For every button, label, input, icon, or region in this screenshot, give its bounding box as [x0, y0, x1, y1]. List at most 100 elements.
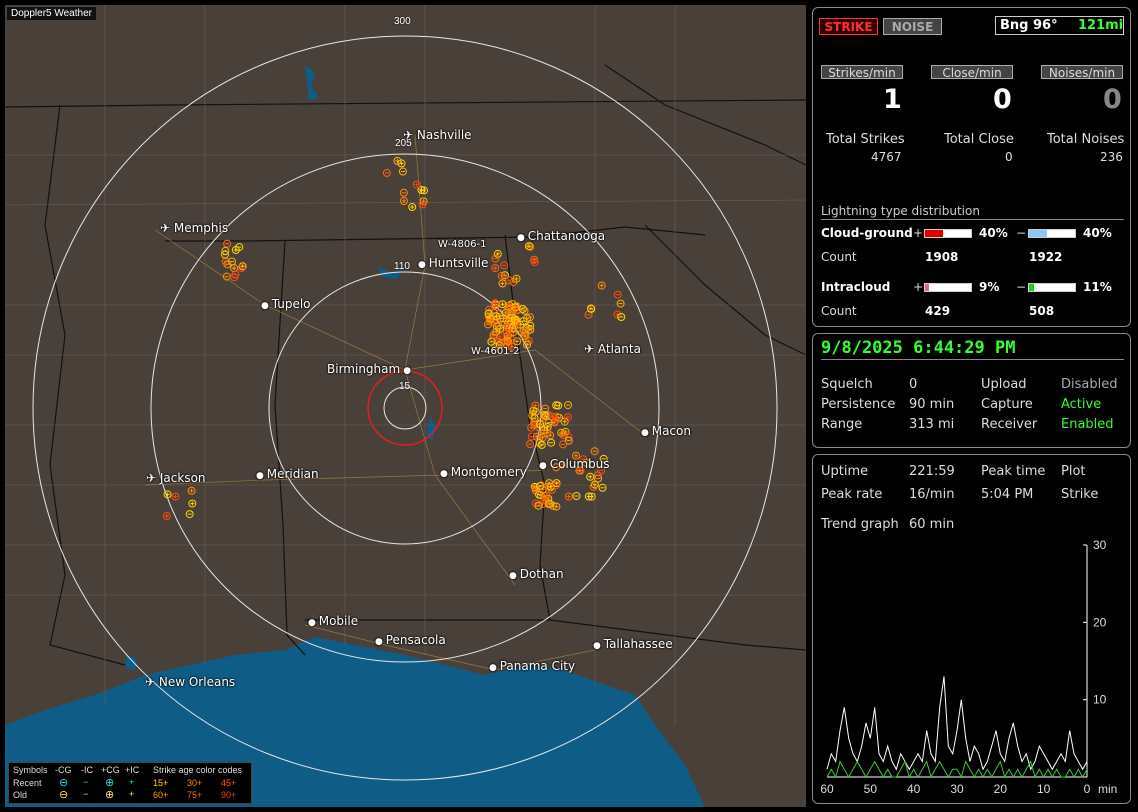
age-75-label: 75+	[187, 790, 203, 800]
city-dot-icon: ●	[593, 641, 604, 651]
strike-marker-sign	[410, 205, 415, 209]
pos-ic-recent-icon: +	[129, 777, 135, 787]
strike-marker	[418, 200, 427, 209]
total-strikes-label: Total Strikes	[826, 132, 905, 147]
strike-marker-sign	[500, 281, 505, 286]
strike-marker	[564, 492, 573, 501]
strike-button[interactable]: STRIKE	[819, 18, 878, 35]
strike-marker	[231, 270, 240, 279]
strikes-per-min-button[interactable]: Strikes/min	[821, 65, 903, 80]
strike-marker	[597, 281, 606, 290]
divider	[821, 219, 1124, 220]
strike-marker	[527, 432, 536, 441]
strike-marker	[420, 186, 428, 195]
trend-chart: 30 20 10 60 50 40 30 20 10 0 min	[820, 538, 1117, 796]
peak-time-label: Peak time	[981, 464, 1046, 479]
squelch-value[interactable]: 0	[909, 377, 918, 392]
strike-marker	[382, 168, 391, 177]
range-value[interactable]: 313 mi	[909, 417, 955, 432]
receiver-label: Receiver	[981, 417, 1038, 432]
city-dot-icon: ●	[403, 366, 412, 376]
strike-marker	[541, 404, 550, 413]
cg-negative-count: 1922	[1029, 250, 1063, 264]
cg-minus-sign: −	[1016, 226, 1027, 240]
lake	[426, 417, 436, 441]
strike-marker	[399, 188, 408, 197]
lightning-map[interactable]: Doppler5 Weather 300 205 110 15 ✈ Nashvi…	[5, 5, 806, 807]
strike-marker	[557, 428, 566, 437]
plot-value[interactable]: Strike	[1061, 487, 1099, 502]
noises-per-min-button[interactable]: Noises/min	[1041, 65, 1123, 80]
strike-marker	[511, 303, 520, 312]
strike-marker-sign	[510, 344, 514, 349]
city-dot-icon: ●	[539, 461, 550, 471]
strike-marker	[512, 274, 521, 283]
strike-marker	[531, 401, 540, 410]
city-nashville: ✈ Nashville	[403, 128, 472, 142]
cloud-ground-label: Cloud-ground	[821, 226, 913, 240]
city-jackson: ✈ Jackson	[146, 471, 206, 485]
strike-marker	[613, 310, 622, 319]
city-name: Memphis	[173, 221, 229, 235]
strike-marker-sign	[499, 273, 504, 278]
strike-marker	[397, 159, 406, 168]
close-per-min-button[interactable]: Close/min	[931, 65, 1013, 80]
distance-value: 121mi	[1078, 18, 1124, 33]
strike-marker	[599, 454, 608, 463]
receiver-value[interactable]: Enabled	[1061, 417, 1114, 432]
trend-x-tick-label: 40	[907, 782, 921, 796]
city-meridian: ● Meridian	[256, 467, 319, 481]
datetime-display: 9/8/2025 6:44:29 PM	[821, 338, 1016, 358]
strike-marker	[558, 460, 566, 469]
upload-label: Upload	[981, 377, 1027, 392]
age-15-label: 15+	[153, 778, 169, 788]
neg-ic-old-icon: −	[83, 789, 89, 799]
strike-marker	[188, 499, 197, 508]
strike-marker	[489, 330, 498, 339]
neg-ic-recent-icon: −	[83, 777, 89, 787]
strike-marker	[171, 492, 180, 501]
noise-button[interactable]: NOISE	[883, 18, 942, 35]
ring-label-15: 15	[399, 381, 411, 392]
strike-marker	[496, 314, 505, 323]
strike-marker	[552, 502, 561, 511]
capture-value[interactable]: Active	[1061, 397, 1102, 412]
squelch-label: Squelch	[821, 377, 873, 392]
divider	[821, 359, 1124, 360]
strike-marker-sign	[588, 474, 593, 479]
strike-marker	[545, 479, 554, 488]
strike-marker-sign	[414, 182, 419, 187]
strike-marker-sign	[561, 432, 566, 437]
city-macon: ● Macon	[641, 424, 691, 438]
strike-markers	[162, 156, 626, 520]
upload-value[interactable]: Disabled	[1061, 377, 1118, 392]
persistence-value[interactable]: 90 min	[909, 397, 955, 412]
airport-icon: ✈	[160, 221, 174, 235]
city-dot-icon: ●	[418, 260, 429, 270]
strike-marker	[537, 440, 546, 449]
cg-positive-count: 1908	[925, 250, 959, 264]
total-close-value: 0	[1005, 150, 1013, 164]
pos-cg-recent-icon: ⊕	[105, 777, 115, 789]
city-name: Huntsville	[428, 256, 489, 270]
strike-marker	[531, 499, 540, 508]
legend-pos-ic: +IC	[125, 765, 140, 775]
legend-symbols-label: Symbols	[13, 765, 48, 775]
ic-count-label: Count	[821, 304, 857, 318]
strike-marker-sign	[533, 403, 538, 408]
ic-negative-count: 508	[1029, 304, 1055, 318]
neg-cg-recent-icon: ⊖	[59, 777, 69, 789]
strike-marker-sign	[164, 514, 169, 518]
trend-y-tick-label: 20	[1093, 615, 1107, 629]
strike-marker	[221, 250, 229, 259]
strike-marker	[185, 510, 194, 519]
city-name: Montgomery	[450, 465, 527, 479]
total-noises-label: Total Noises	[1047, 132, 1125, 147]
strike-marker	[238, 262, 247, 271]
trend-window-value[interactable]: 60 min	[909, 517, 955, 532]
trend-panel: Uptime 221:59 Peak time Plot Peak rate 1…	[812, 454, 1131, 804]
strike-marker	[526, 440, 535, 449]
strike-marker	[503, 337, 512, 345]
cg-plus-sign: +	[913, 226, 924, 240]
city-dot-icon: ●	[256, 471, 267, 481]
